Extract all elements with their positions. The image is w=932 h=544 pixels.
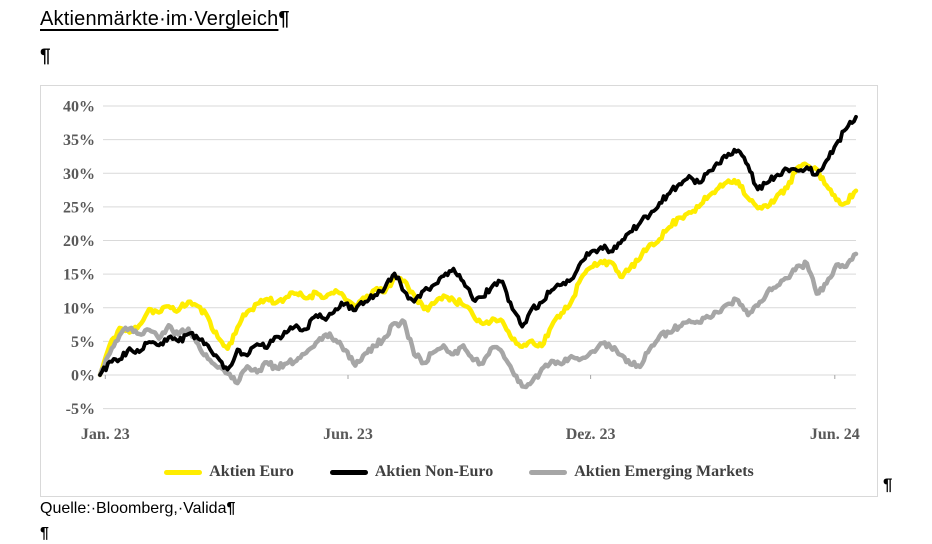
svg-text:Jan. 23: Jan. 23 xyxy=(81,426,130,443)
source-paragraph-mark-icon: ¶ xyxy=(226,500,236,517)
svg-text:5%: 5% xyxy=(71,334,95,351)
title-paragraph-mark-icon: ¶ xyxy=(278,8,290,30)
legend-label: Aktien Euro xyxy=(209,463,294,480)
source-text: Quelle:·Bloomberg,·Valida xyxy=(40,500,227,517)
legend-item-aktien-emerging-markets[interactable]: Aktien Emerging Markets xyxy=(529,463,754,481)
final-paragraph-mark-icon: ¶ xyxy=(40,525,49,542)
svg-text:15%: 15% xyxy=(63,267,95,284)
aktien-emerging-markets-line-swatch-icon xyxy=(529,469,568,475)
stock-markets-comparison-chart[interactable]: 40% 35% 30% 25% 20% 15% 10% 5% 0% -5% Jan. 23 Jun. … xyxy=(40,85,878,497)
aktien-non-euro-line-swatch-icon xyxy=(329,469,368,475)
empty-paragraph-mark-icon: ¶ xyxy=(40,46,51,67)
aktien-euro-line-swatch-icon xyxy=(164,469,203,475)
svg-text:0%: 0% xyxy=(71,368,95,385)
chart-paragraph-mark-icon: ¶ xyxy=(883,475,893,494)
title-text: Aktienmärkte·im·Vergleich xyxy=(40,8,279,30)
svg-text:Jun. 23: Jun. 23 xyxy=(323,426,373,443)
legend-item-aktien-non-euro[interactable]: Aktien Non-Euro xyxy=(329,463,494,481)
legend-label: Aktien Emerging Markets xyxy=(574,463,754,480)
chart-svg: 40% 35% 30% 25% 20% 15% 10% 5% 0% -5% Jan. 23 Jun. … xyxy=(63,99,860,444)
svg-text:Jun. 24: Jun. 24 xyxy=(810,426,860,443)
chart-legend: Aktien Euro Aktien Non-Euro Aktien Emerg… xyxy=(41,463,877,481)
svg-text:30%: 30% xyxy=(63,166,95,183)
source-line: Quelle:·Bloomberg,·Valida¶ xyxy=(40,500,235,518)
svg-text:-5%: -5% xyxy=(66,401,95,418)
svg-text:10%: 10% xyxy=(63,300,95,317)
legend-item-aktien-euro[interactable]: Aktien Euro xyxy=(164,463,294,481)
svg-text:35%: 35% xyxy=(63,132,95,149)
legend-label: Aktien Non-Euro xyxy=(374,463,494,480)
document-title: Aktienmärkte·im·Vergleich¶ xyxy=(40,8,290,31)
svg-text:Dez. 23: Dez. 23 xyxy=(566,426,616,443)
svg-text:25%: 25% xyxy=(63,199,95,216)
svg-text:40%: 40% xyxy=(63,99,95,116)
svg-text:20%: 20% xyxy=(63,233,95,250)
